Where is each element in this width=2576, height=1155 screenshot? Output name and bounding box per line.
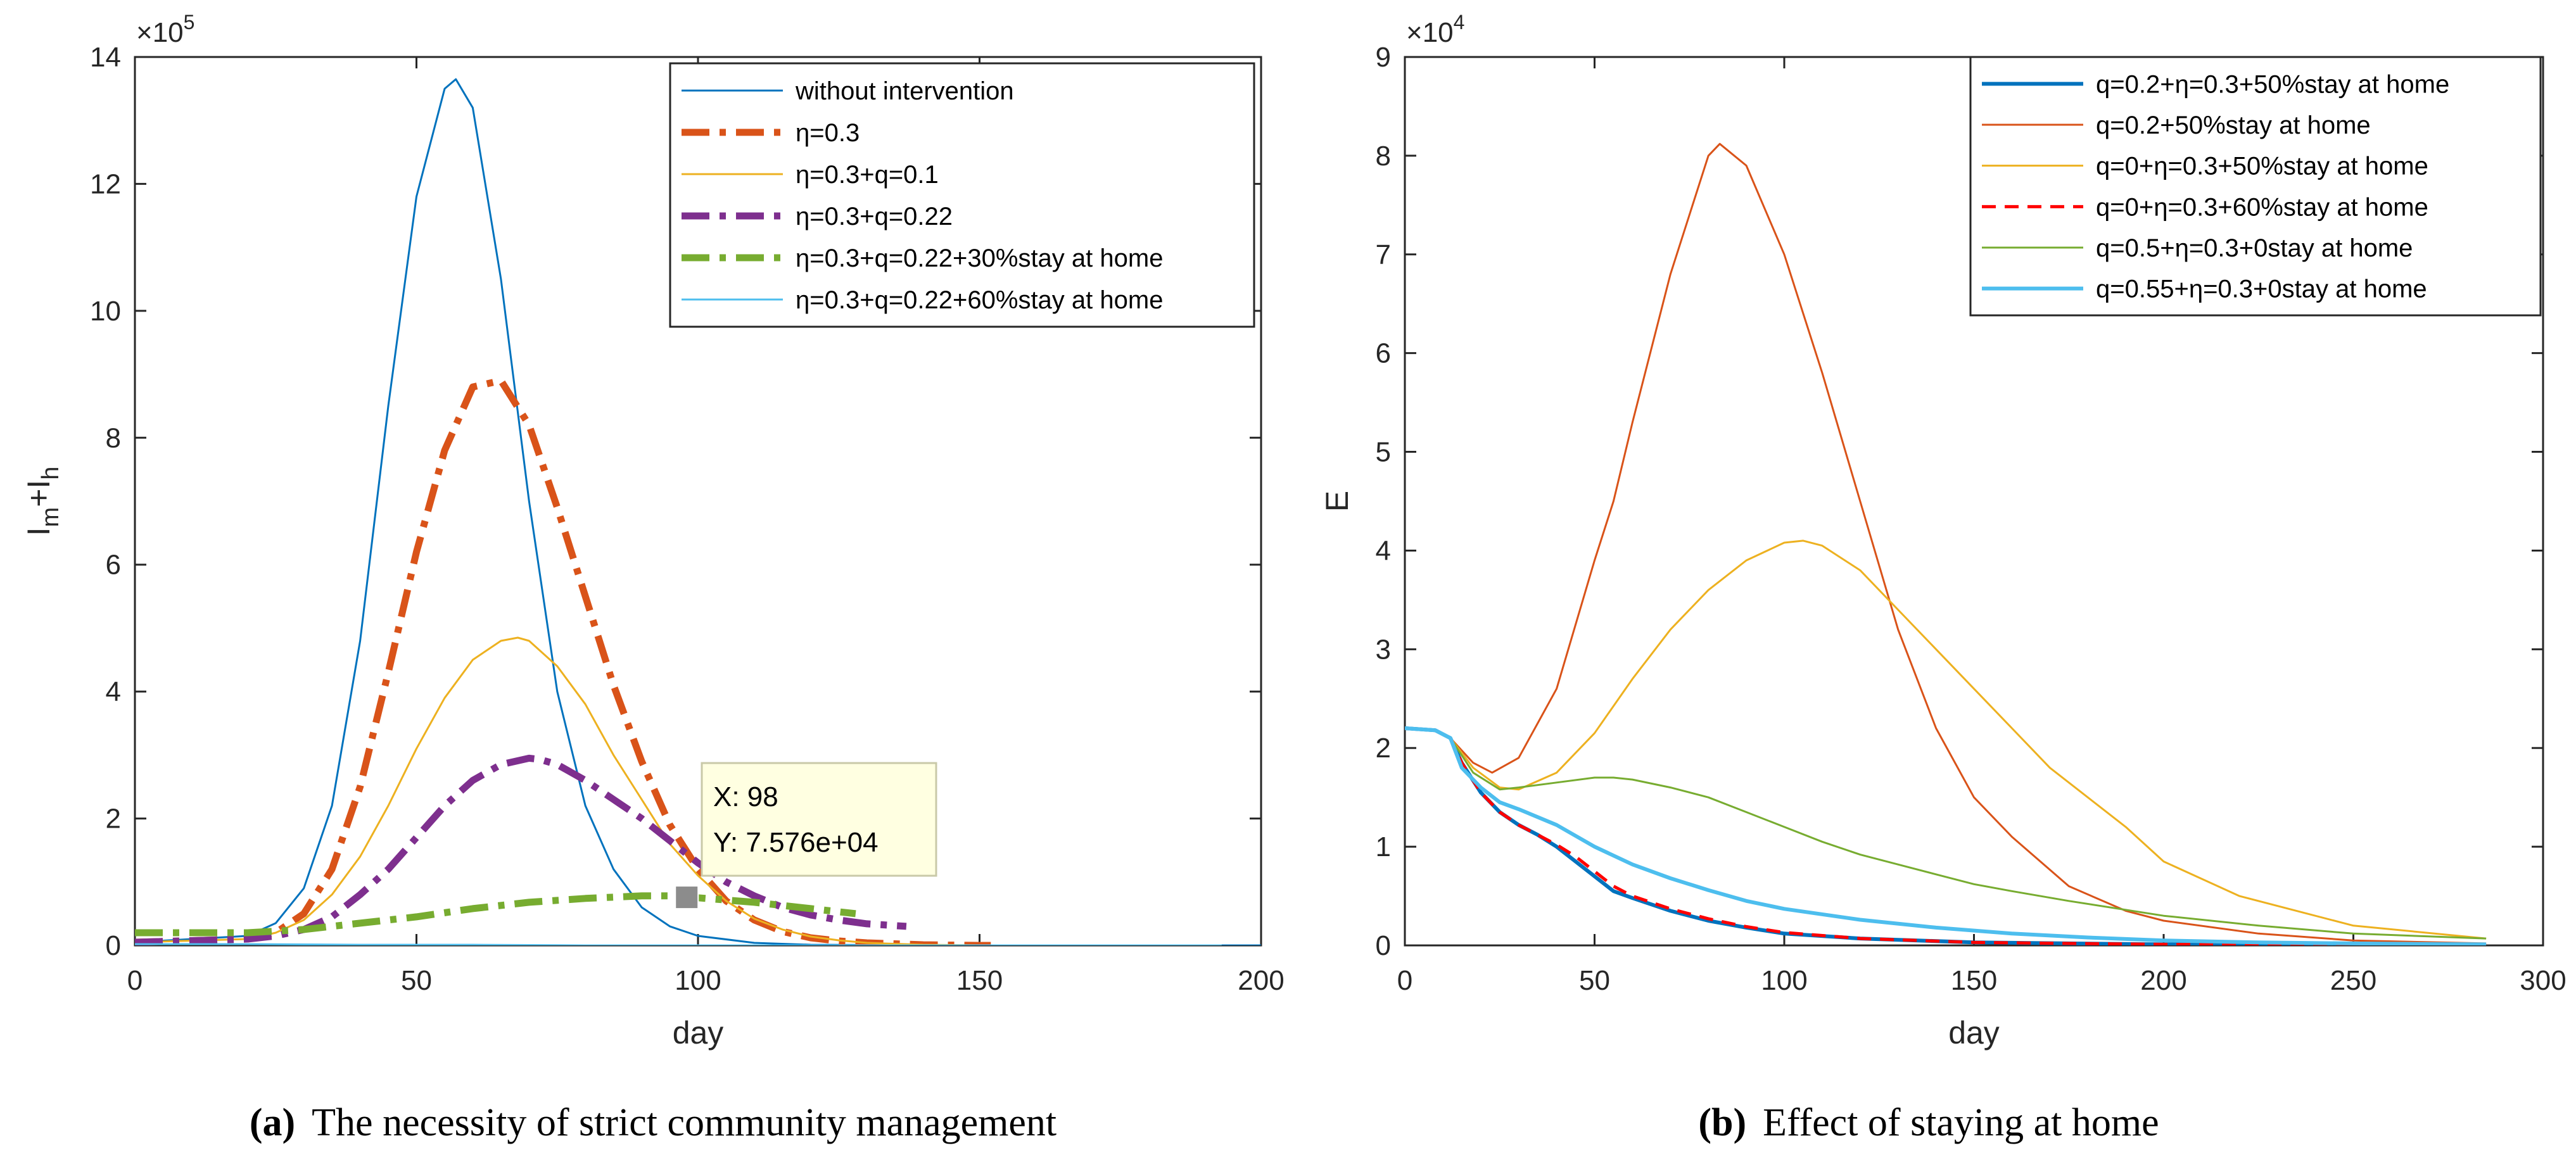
exponent-power: 5 <box>184 11 195 34</box>
series-line-5 <box>135 892 856 937</box>
plot-area <box>135 78 1261 945</box>
x-tick-label: 0 <box>127 965 143 996</box>
x-tick-label: 50 <box>401 965 432 996</box>
legend: without intervention η=0.3 η=0.3+q=0.1 η=0.… <box>669 62 1255 328</box>
legend-label-6: q=0.55+η=0.3+0stay at home <box>2096 275 2427 303</box>
caption-tag: (a) <box>250 1101 295 1144</box>
datatip-marker <box>675 885 699 910</box>
series-line-2 <box>1405 142 2487 945</box>
y-tick-label: 0 <box>106 930 121 961</box>
y-exponent-label: ×105 <box>136 11 194 48</box>
y-tick-label: 3 <box>1376 634 1391 665</box>
legend-label-5: η=0.3+q=0.22+30%stay at home <box>796 244 1163 272</box>
datatip-x: X: 98 <box>713 781 778 812</box>
panel-b: 0 50 100 150 200 250 3000123456789×104dayEq=0.… <box>1319 11 2566 1144</box>
legend-label-6: η=0.3+q=0.22+60%stay at home <box>796 286 1163 314</box>
series-line-5 <box>1405 727 2487 940</box>
y-tick-label: 2 <box>106 804 121 835</box>
caption: (a) The necessity of strict community man… <box>250 1101 1056 1144</box>
caption: (b) Effect of staying at home <box>1698 1101 2159 1144</box>
series-line-6 <box>135 943 1222 945</box>
x-tick-label: 50 <box>1579 965 1610 996</box>
y-exponent-label: ×104 <box>1406 11 1464 48</box>
series-line-3 <box>1405 540 2487 940</box>
series-line-2 <box>135 377 991 945</box>
caption-text: The necessity of strict community manage… <box>312 1101 1056 1144</box>
y-tick-label: 7 <box>1376 239 1391 270</box>
series-line-3 <box>135 636 980 945</box>
y-tick-label: 2 <box>1376 733 1391 764</box>
y-tick-label: 9 <box>1376 42 1391 73</box>
legend-label-4: q=0+η=0.3+60%stay at home <box>2096 193 2428 221</box>
x-tick-label: 100 <box>675 965 721 996</box>
x-tick-label: 150 <box>1951 965 1997 996</box>
legend-label-2: q=0.2+50%stay at home <box>2096 111 2371 139</box>
y-tick-label: 8 <box>1376 141 1391 172</box>
datatip-box <box>701 762 937 877</box>
y-tick-label: 10 <box>90 296 121 327</box>
legend-box <box>1969 56 2542 317</box>
x-tick-label: 0 <box>1397 965 1412 996</box>
y-tick-label: 4 <box>1376 535 1391 566</box>
series-line-1 <box>135 78 1261 945</box>
caption-text: Effect of staying at home <box>1763 1101 2159 1144</box>
y-tick-label: 5 <box>1376 437 1391 468</box>
legend-box <box>669 62 1255 328</box>
legend-label-5: q=0.5+η=0.3+0stay at home <box>2096 234 2413 262</box>
y-tick-label: 6 <box>106 550 121 581</box>
y-tick-label: 4 <box>106 676 121 707</box>
x-tick-label: 300 <box>2520 965 2566 996</box>
x-tick-label: 150 <box>956 965 1003 996</box>
x-tick-label: 100 <box>1761 965 1807 996</box>
series-line-6 <box>1405 726 2487 945</box>
series-line-4 <box>135 754 907 945</box>
legend-label-1: q=0.2+η=0.3+50%stay at home <box>2096 70 2449 98</box>
legend-label-4: η=0.3+q=0.22 <box>796 203 953 230</box>
panel-a: 0 50 100 150 200 0 2 4 6 8 10 12 14 ×105 day Im+Ih X: 98… <box>21 11 1285 1144</box>
exponent-base: ×10 <box>136 17 184 48</box>
legend: q=0.2+η=0.3+50%stay at home q=0.2+50%stay… <box>1969 56 2542 317</box>
y-axis-label: Im+Ih <box>21 467 64 536</box>
y-tick-label: 8 <box>106 422 121 453</box>
y-tick-label: 6 <box>1376 338 1391 369</box>
y-tick-label: 0 <box>1376 930 1391 961</box>
y-tick-label: 12 <box>90 168 121 199</box>
plot-area <box>1405 142 2487 945</box>
caption-tag: (b) <box>1698 1101 1746 1144</box>
exponent-base: ×10 <box>1406 17 1454 48</box>
exponent-power: 4 <box>1454 11 1465 34</box>
x-tick-label: 200 <box>1238 965 1284 996</box>
datatip-y: Y: 7.576e+04 <box>713 827 879 858</box>
legend-label-3: q=0+η=0.3+50%stay at home <box>2096 153 2428 180</box>
y-axis-label: E <box>1319 491 1355 512</box>
x-tick-label: 250 <box>2330 965 2376 996</box>
legend-label-3: η=0.3+q=0.1 <box>796 161 939 189</box>
y-tick-label: 1 <box>1376 831 1391 862</box>
legend-label-2: η=0.3 <box>796 119 860 147</box>
x-axis-label: day <box>673 1015 724 1051</box>
y-tick-label: 14 <box>90 42 121 73</box>
legend-label-1: without intervention <box>795 77 1014 105</box>
x-axis-label: day <box>1948 1015 2000 1051</box>
x-tick-label: 200 <box>2140 965 2186 996</box>
